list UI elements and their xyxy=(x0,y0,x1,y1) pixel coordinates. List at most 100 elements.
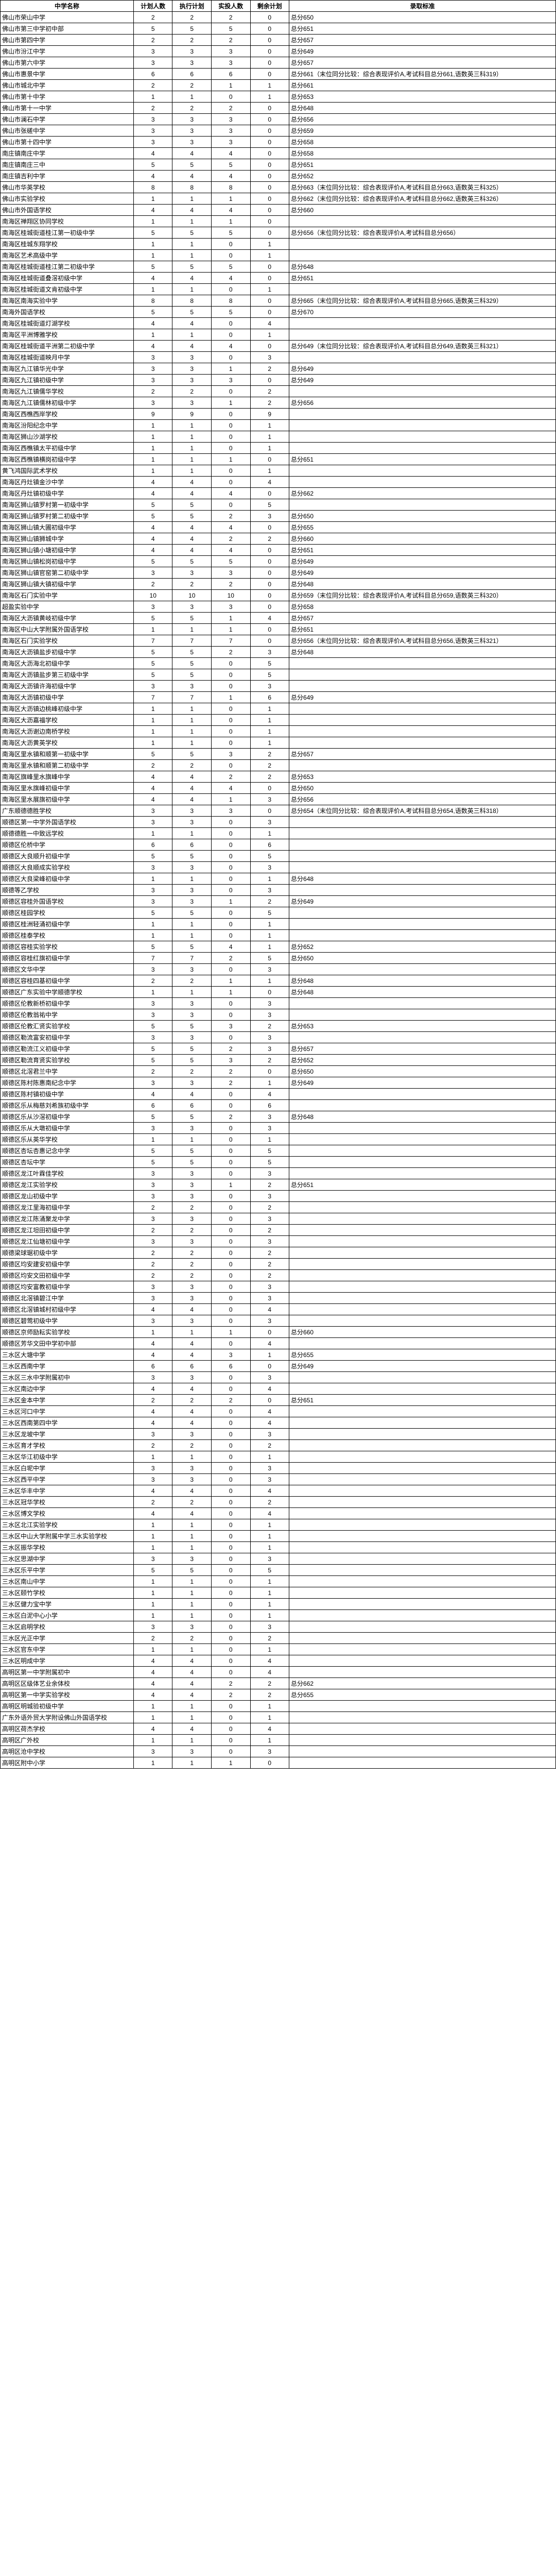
table-row: 南海区石门实验学校7770总分656（末位同分比较：综合表现评价A,考试科目总分… xyxy=(1,635,556,647)
count-cell: 0 xyxy=(212,1621,251,1633)
table-row: 三水区西南第四中学4404 xyxy=(1,1417,556,1429)
count-cell: 1 xyxy=(212,692,251,703)
admission-standard xyxy=(289,1587,556,1599)
count-cell: 5 xyxy=(133,669,172,681)
table-row: 佛山市第四中学2220总分657 xyxy=(1,35,556,46)
school-name: 顺德区碧莺初级中学 xyxy=(1,1315,134,1327)
admission-standard xyxy=(289,1542,556,1553)
school-name: 高明区附中小学 xyxy=(1,1757,134,1769)
count-cell: 1 xyxy=(212,1179,251,1191)
count-cell: 5 xyxy=(172,499,212,511)
table-row: 顺德区文华中学3303 xyxy=(1,964,556,975)
count-cell: 3 xyxy=(172,1032,212,1043)
admission-standard xyxy=(289,1610,556,1621)
table-row: 佛山市张槎中学3330总分659 xyxy=(1,125,556,137)
count-cell: 4 xyxy=(133,1508,172,1519)
table-row: 佛山市荣山中学2220总分650 xyxy=(1,12,556,23)
table-row: 顺德区桂泰学校1101 xyxy=(1,930,556,941)
count-cell: 0 xyxy=(212,1236,251,1247)
count-cell: 1 xyxy=(133,1644,172,1655)
count-cell: 4 xyxy=(172,1678,212,1689)
count-cell: 4 xyxy=(250,1485,289,1497)
count-cell: 0 xyxy=(250,556,289,567)
count-cell: 1 xyxy=(250,715,289,726)
count-cell: 3 xyxy=(250,1293,289,1304)
count-cell: 2 xyxy=(133,1270,172,1281)
count-cell: 0 xyxy=(212,1259,251,1270)
count-cell: 3 xyxy=(172,817,212,828)
count-cell: 4 xyxy=(172,1723,212,1735)
school-name: 高明区荷杰学校 xyxy=(1,1723,134,1735)
school-name: 顺德区均安富教初级中学 xyxy=(1,1281,134,1293)
count-cell: 2 xyxy=(212,647,251,658)
count-cell: 3 xyxy=(133,1281,172,1293)
count-cell: 4 xyxy=(133,1723,172,1735)
count-cell: 1 xyxy=(172,193,212,205)
count-cell: 5 xyxy=(133,1157,172,1168)
count-cell: 5 xyxy=(133,1565,172,1576)
school-name: 三水区光正中学 xyxy=(1,1633,134,1644)
count-cell: 0 xyxy=(250,114,289,125)
admission-standard xyxy=(289,919,556,930)
count-cell: 1 xyxy=(133,420,172,431)
count-cell: 4 xyxy=(172,771,212,783)
count-cell: 1 xyxy=(212,613,251,624)
count-cell: 3 xyxy=(250,352,289,363)
count-cell: 5 xyxy=(172,23,212,35)
admission-standard xyxy=(289,658,556,669)
count-cell: 6 xyxy=(133,1100,172,1111)
school-name: 南海区西樵镇太平初级中学 xyxy=(1,443,134,454)
admission-standard: 总分662（末位同分比较：综合表现评价A,考试科目总分662,语数英三科326） xyxy=(289,193,556,205)
table-row: 南海区西樵镇横岗初级中学1110总分651 xyxy=(1,454,556,465)
table-row: 三水区光正中学2202 xyxy=(1,1633,556,1644)
count-cell: 8 xyxy=(212,295,251,307)
school-name: 顺德区容桂实验学校 xyxy=(1,941,134,953)
school-name: 三水区华丰中学 xyxy=(1,1485,134,1497)
count-cell: 1 xyxy=(250,1712,289,1723)
count-cell: 0 xyxy=(212,250,251,261)
count-cell: 4 xyxy=(133,273,172,284)
count-cell: 3 xyxy=(172,1293,212,1304)
table-row: 佛山市城北中学2211总分661 xyxy=(1,80,556,91)
col-header: 执行计划 xyxy=(172,1,212,12)
table-row: 南海区石门实验中学1010100总分659（末位同分比较：综合表现评价A,考试科… xyxy=(1,590,556,601)
school-name: 佛山市华英学校 xyxy=(1,182,134,193)
admission-standard: 总分652 xyxy=(289,941,556,953)
count-cell: 1 xyxy=(250,465,289,477)
admission-standard xyxy=(289,964,556,975)
school-name: 南海区中山大学附属外国语学校 xyxy=(1,624,134,635)
count-cell: 2 xyxy=(172,80,212,91)
count-cell: 2 xyxy=(212,1689,251,1701)
count-cell: 1 xyxy=(212,896,251,907)
count-cell: 3 xyxy=(172,46,212,57)
count-cell: 4 xyxy=(250,477,289,488)
school-name: 三水区育才学校 xyxy=(1,1440,134,1451)
count-cell: 0 xyxy=(250,57,289,69)
table-row: 南海区狮山镇官窑第二初级中学3330总分649 xyxy=(1,567,556,579)
count-cell: 2 xyxy=(172,1066,212,1077)
count-cell: 5 xyxy=(172,1565,212,1576)
count-cell: 2 xyxy=(250,1225,289,1236)
count-cell: 5 xyxy=(133,159,172,171)
table-row: 顺德区桂洲轻涌初级中学1101 xyxy=(1,919,556,930)
school-name: 三水区中山大学附属中学三水实验学校 xyxy=(1,1531,134,1542)
table-row: 南海区里水展旗初级中学4413总分656 xyxy=(1,794,556,805)
count-cell: 1 xyxy=(250,1134,289,1145)
count-cell: 4 xyxy=(212,341,251,352)
count-cell: 9 xyxy=(172,409,212,420)
count-cell: 3 xyxy=(133,805,172,817)
count-cell: 0 xyxy=(250,137,289,148)
admission-standard xyxy=(289,431,556,443)
count-cell: 4 xyxy=(250,1406,289,1417)
count-cell: 8 xyxy=(172,182,212,193)
school-name: 南海区大沥谢边南桥学校 xyxy=(1,726,134,737)
count-cell: 3 xyxy=(172,1315,212,1327)
count-cell: 1 xyxy=(133,1519,172,1531)
count-cell: 0 xyxy=(212,1145,251,1157)
school-name: 南海区狮山镇狮城中学 xyxy=(1,533,134,545)
school-name: 南海区里水镇和顺第二初级中学 xyxy=(1,760,134,771)
table-row: 顺德区北滘镇碧江中学3303 xyxy=(1,1293,556,1304)
count-cell: 2 xyxy=(172,1440,212,1451)
count-cell: 0 xyxy=(212,907,251,919)
school-name: 顺德区龙山初级中学 xyxy=(1,1191,134,1202)
